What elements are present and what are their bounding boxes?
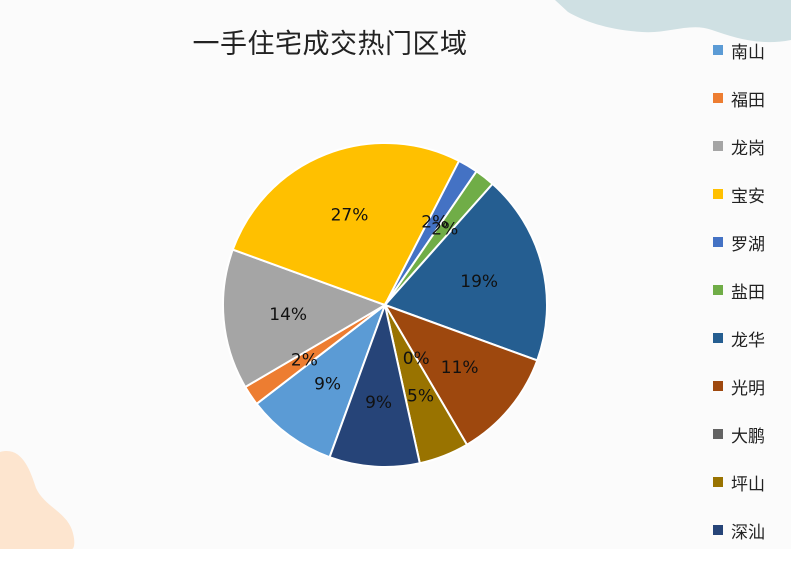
pie-slice-3 xyxy=(231,142,461,307)
pie-slice-7 xyxy=(382,303,539,447)
legend-item-10: 深汕 xyxy=(713,506,791,554)
data-label-8: 0% xyxy=(403,349,430,369)
legend: 南山福田龙岗宝安罗湖盐田龙华光明大鹏坪山深汕 xyxy=(713,26,791,554)
legend-swatch-4 xyxy=(713,237,723,247)
data-label-6: 19% xyxy=(460,272,498,292)
data-label-1: 2% xyxy=(291,350,318,370)
data-label-9: 5% xyxy=(407,387,434,407)
pie-slice-0 xyxy=(255,302,388,459)
pie-slice-6 xyxy=(383,182,548,362)
legend-label-0: 南山 xyxy=(731,42,765,63)
legend-item-8: 大鹏 xyxy=(713,410,791,458)
legend-label-3: 宝安 xyxy=(731,186,765,207)
legend-item-9: 坪山 xyxy=(713,458,791,506)
legend-label-9: 坪山 xyxy=(731,474,765,495)
legend-label-1: 福田 xyxy=(731,90,765,111)
data-label-3: 27% xyxy=(331,206,369,226)
legend-item-4: 罗湖 xyxy=(713,218,791,266)
legend-swatch-2 xyxy=(713,141,723,151)
legend-swatch-10 xyxy=(713,525,723,535)
legend-item-7: 光明 xyxy=(713,362,791,410)
legend-item-2: 龙岗 xyxy=(713,122,791,170)
legend-label-7: 光明 xyxy=(731,378,765,399)
legend-label-8: 大鹏 xyxy=(731,426,765,447)
data-label-5: 2% xyxy=(431,219,458,239)
legend-item-3: 宝安 xyxy=(713,170,791,218)
legend-label-10: 深汕 xyxy=(731,522,765,543)
legend-swatch-1 xyxy=(713,93,723,103)
legend-item-6: 龙华 xyxy=(713,314,791,362)
legend-swatch-3 xyxy=(713,189,723,199)
bottom-strip xyxy=(0,549,791,564)
data-label-10: 9% xyxy=(365,393,392,413)
pie-slice-10 xyxy=(328,301,421,468)
legend-swatch-5 xyxy=(713,285,723,295)
data-label-4: 2% xyxy=(421,213,448,233)
chart-title: 一手住宅成交热门区域 xyxy=(192,29,468,60)
legend-swatch-9 xyxy=(713,477,723,487)
data-label-0: 9% xyxy=(314,374,341,394)
legend-swatch-0 xyxy=(713,45,723,55)
legend-label-5: 盐田 xyxy=(731,282,765,303)
legend-label-6: 龙华 xyxy=(731,330,765,351)
pie-slice-2 xyxy=(222,248,388,389)
data-label-2: 14% xyxy=(269,305,307,325)
legend-item-0: 南山 xyxy=(713,26,791,74)
data-label-7: 11% xyxy=(441,358,479,378)
legend-item-5: 盐田 xyxy=(713,266,791,314)
legend-swatch-8 xyxy=(713,429,723,439)
legend-item-1: 福田 xyxy=(713,74,791,122)
legend-label-2: 龙岗 xyxy=(731,138,765,159)
legend-label-4: 罗湖 xyxy=(731,234,765,255)
legend-swatch-6 xyxy=(713,333,723,343)
legend-swatch-7 xyxy=(713,381,723,391)
